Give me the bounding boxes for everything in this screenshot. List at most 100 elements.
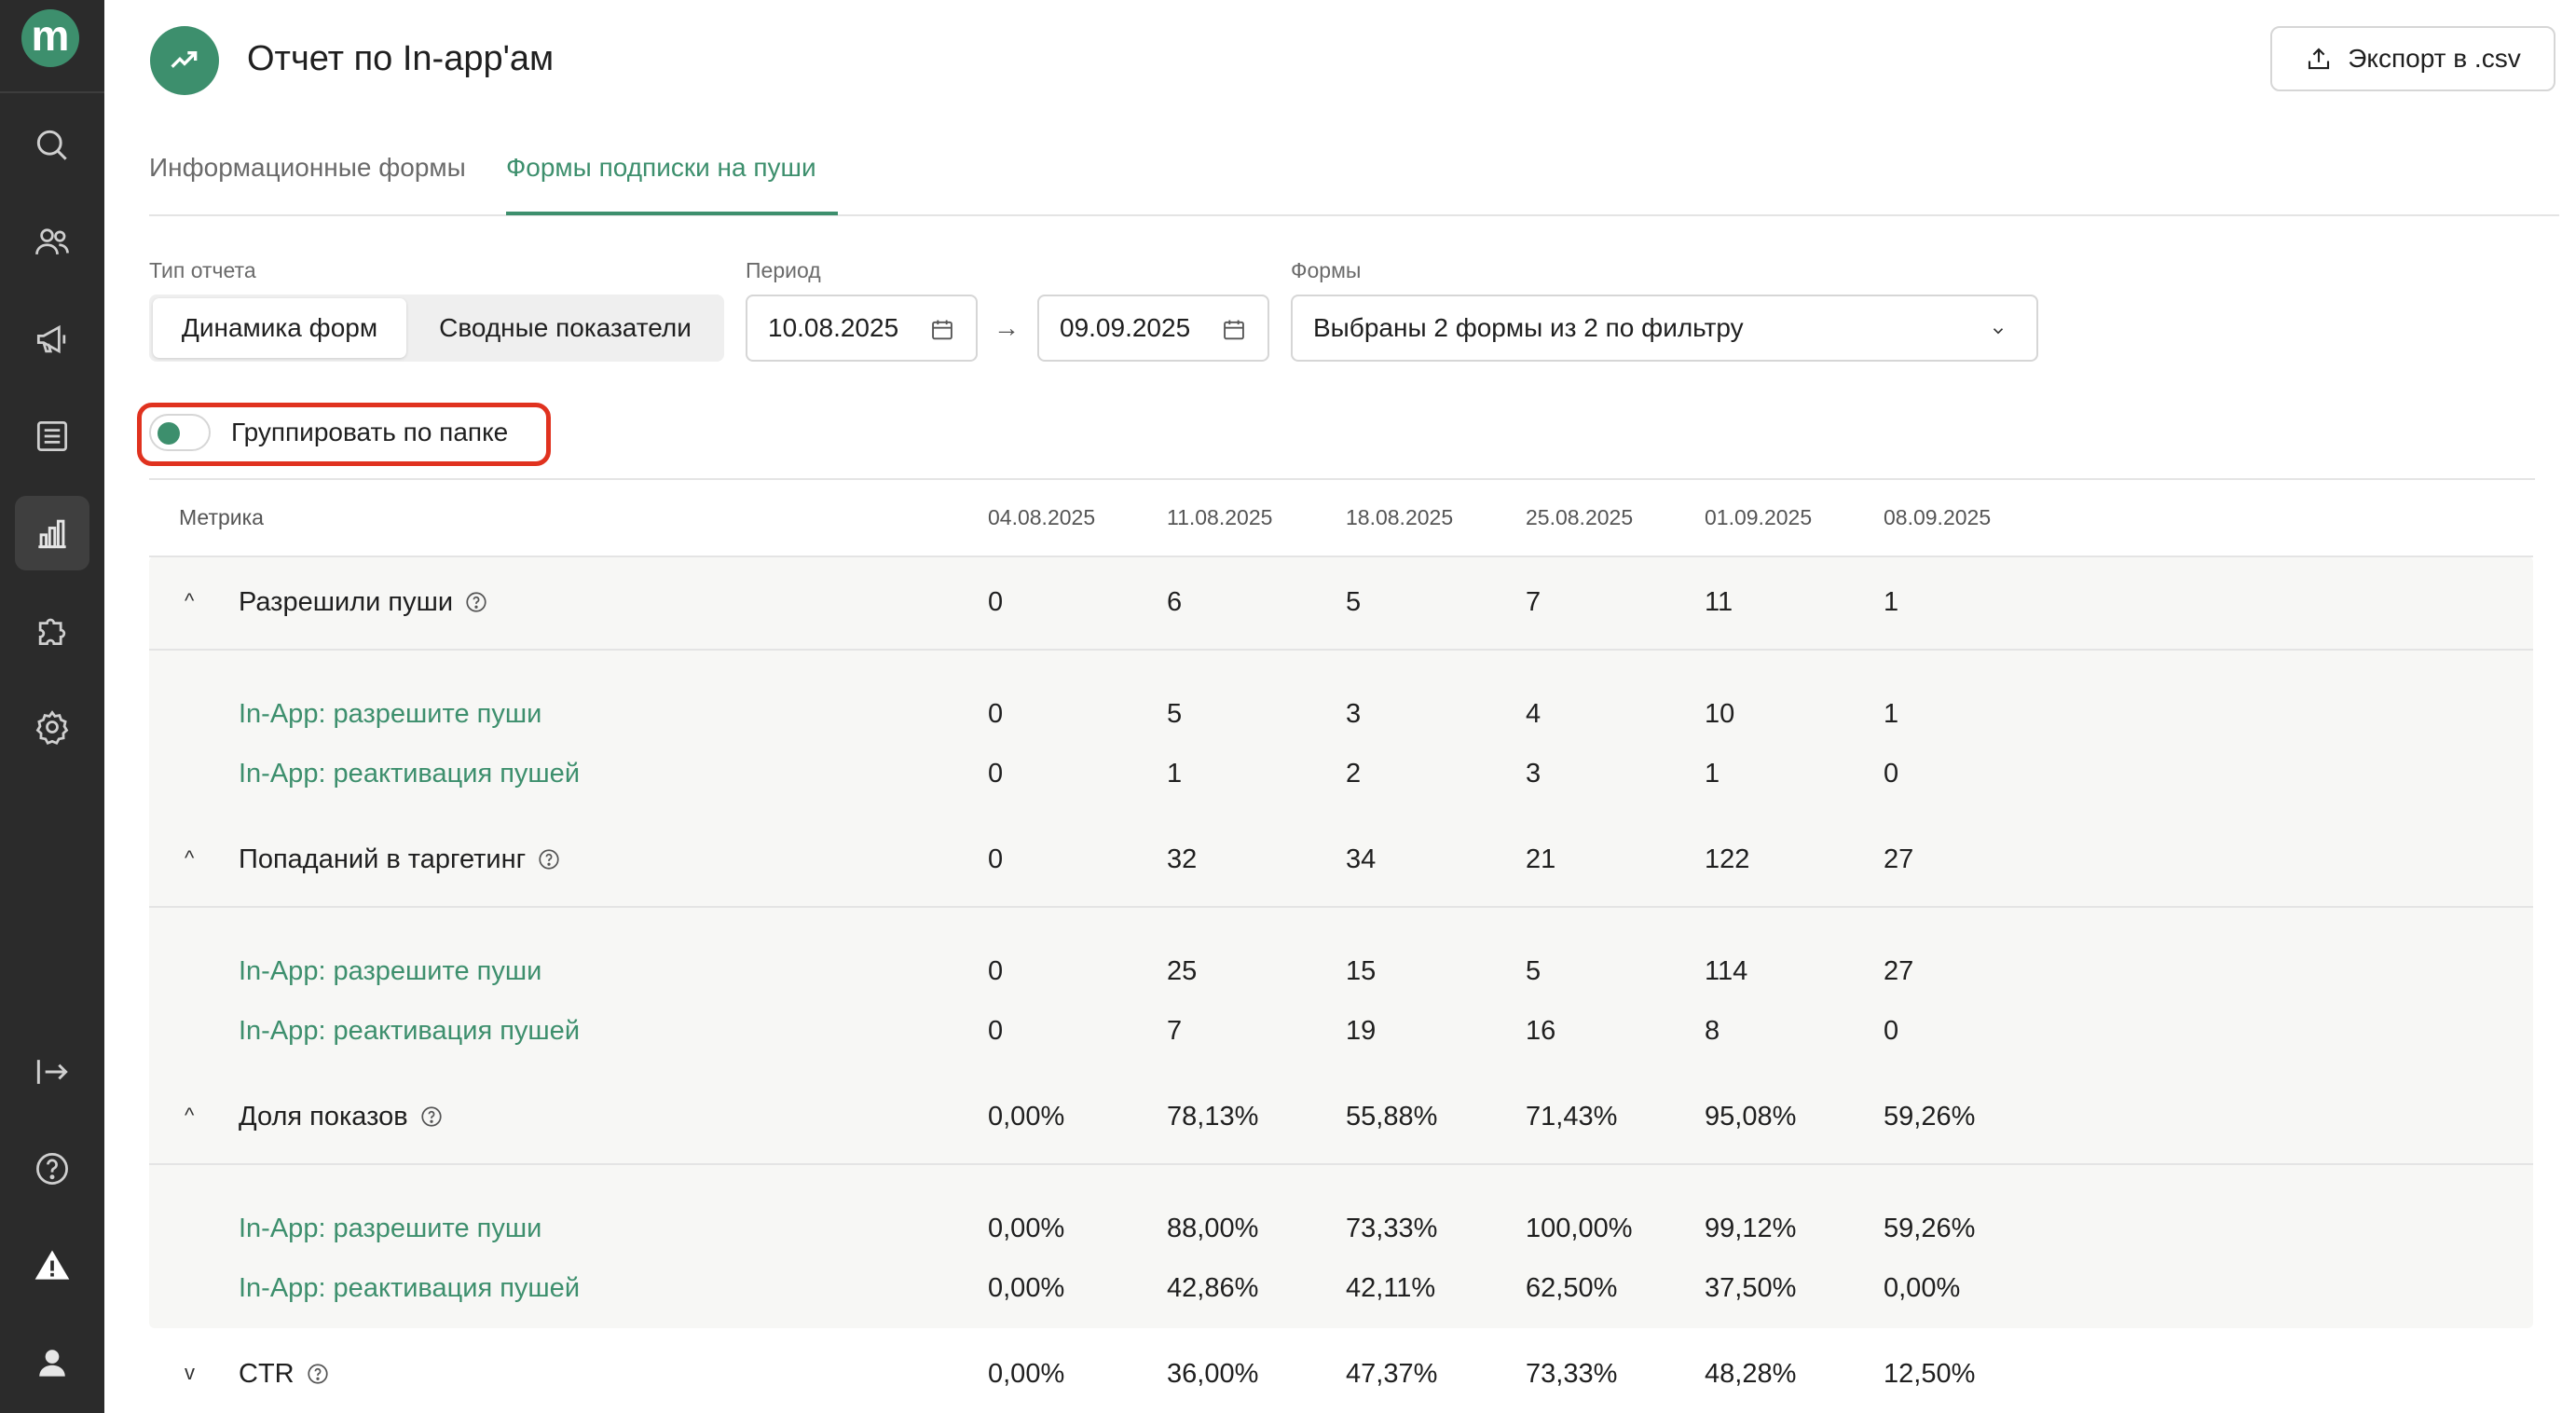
help-circle-icon[interactable] [419, 1104, 444, 1129]
group-value: 6 [1167, 587, 1183, 617]
tab-info-forms[interactable]: Информационные формы [149, 153, 466, 182]
group-block-share [149, 1071, 2533, 1328]
group-by-folder-label[interactable]: Группировать по папке [231, 418, 509, 446]
form-link[interactable]: In-App: разрешите пуши [239, 699, 542, 729]
puzzle-icon [38, 618, 66, 646]
cell-value: 3 [1526, 759, 1541, 789]
list-icon [36, 420, 68, 452]
row-divider [149, 649, 2533, 651]
sidebar-item-users[interactable] [15, 205, 89, 280]
chevron-down-icon[interactable]: v [185, 1361, 195, 1384]
form-link[interactable]: In-App: реактивация пушей [239, 1016, 581, 1046]
cell-value: 1 [1705, 759, 1720, 789]
sidebar: m [0, 0, 104, 1413]
logo-letter: m [31, 11, 70, 60]
date-to-value: 09.09.2025 [1060, 313, 1191, 342]
forms-select[interactable]: Выбраны 2 формы из 2 по фильтру [1291, 295, 2038, 362]
report-type-summary[interactable]: Сводные показатели [439, 313, 692, 342]
cell-value: 0,00% [988, 1273, 1065, 1303]
sidebar-divider [0, 91, 104, 93]
logout-icon [36, 1060, 68, 1084]
metric-column-header: Метрика [179, 505, 264, 529]
report-trend-icon [150, 26, 219, 95]
group-value: 95,08% [1705, 1102, 1797, 1132]
group-value: 32 [1167, 844, 1198, 874]
date-column-header[interactable]: 08.09.2025 [1884, 505, 1992, 529]
cell-value: 0 [988, 699, 1004, 729]
form-link[interactable]: In-App: реактивация пушей [239, 759, 581, 789]
sidebar-item-profile[interactable] [15, 1325, 89, 1400]
chart-icon [38, 519, 66, 549]
sidebar-item-search[interactable] [15, 108, 89, 183]
date-to-input[interactable]: 09.09.2025 [1037, 295, 1269, 362]
sidebar-item-content[interactable] [15, 399, 89, 473]
form-link[interactable]: In-App: реактивация пушей [239, 1273, 581, 1303]
cell-value: 37,50% [1705, 1273, 1797, 1303]
search-icon [36, 130, 67, 160]
cell-value: 5 [1526, 956, 1541, 986]
group-value: 71,43% [1526, 1102, 1618, 1132]
group-by-folder-toggle[interactable] [149, 414, 211, 451]
form-link[interactable]: In-App: разрешите пуши [239, 956, 542, 986]
group-value: 34 [1346, 844, 1377, 874]
help-circle-icon[interactable] [464, 590, 488, 614]
export-csv-button[interactable]: Экспорт в .csv [2270, 26, 2555, 91]
warning-icon [34, 1250, 70, 1280]
cell-value: 25 [1167, 956, 1198, 986]
cell-value: 2 [1346, 759, 1362, 789]
report-type-dynamics[interactable]: Динамика форм [153, 298, 406, 358]
cell-value: 99,12% [1705, 1214, 1797, 1243]
help-circle-icon[interactable] [537, 847, 561, 871]
calendar-icon[interactable] [929, 317, 955, 343]
group-value: 59,26% [1884, 1102, 1976, 1132]
date-column-header[interactable]: 01.09.2025 [1705, 505, 1813, 529]
help-circle-icon[interactable] [306, 1362, 330, 1386]
sidebar-item-help[interactable] [15, 1132, 89, 1206]
chevron-up-icon[interactable]: ^ [185, 1104, 195, 1127]
date-column-header[interactable]: 04.08.2025 [988, 505, 1096, 529]
group-toggle-highlight [137, 403, 551, 466]
cell-value: 1 [1884, 699, 1899, 729]
sidebar-item-integrations[interactable] [15, 593, 89, 667]
cell-value: 88,00% [1167, 1214, 1259, 1243]
help-icon [36, 1153, 68, 1185]
cell-value: 0,00% [1884, 1273, 1961, 1303]
date-column-header[interactable]: 25.08.2025 [1526, 505, 1634, 529]
group-name: Разрешили пуши [239, 587, 454, 617]
chevron-up-icon[interactable]: ^ [185, 846, 195, 870]
form-link[interactable]: In-App: разрешите пуши [239, 1214, 542, 1243]
group-name: Доля показов [239, 1102, 408, 1132]
date-column-header[interactable]: 11.08.2025 [1167, 505, 1273, 529]
cell-value: 16 [1526, 1016, 1556, 1046]
sidebar-item-alerts[interactable] [15, 1228, 89, 1303]
tabs-divider [149, 214, 2559, 216]
sidebar-item-logout[interactable] [15, 1035, 89, 1109]
sidebar-item-analytics[interactable] [15, 496, 89, 570]
chevron-up-icon[interactable]: ^ [185, 589, 195, 612]
group-value: 0,00% [988, 1102, 1065, 1132]
group-value: 47,37% [1346, 1359, 1438, 1389]
forms-label: Формы [1291, 258, 1362, 282]
group-name: CTR [239, 1359, 295, 1389]
users-icon [35, 228, 69, 254]
cell-value: 62,50% [1526, 1273, 1618, 1303]
cell-value: 59,26% [1884, 1214, 1976, 1243]
period-label: Период [746, 258, 821, 282]
sidebar-item-settings[interactable] [15, 690, 89, 764]
group-value: 36,00% [1167, 1359, 1259, 1389]
cell-value: 0 [1884, 1016, 1899, 1046]
calendar-icon[interactable] [1221, 317, 1247, 343]
date-from-input[interactable]: 10.08.2025 [746, 295, 978, 362]
group-value: 12,50% [1884, 1359, 1976, 1389]
cell-value: 42,86% [1167, 1273, 1259, 1303]
group-value: 5 [1346, 587, 1362, 617]
date-range-arrow-icon: → [993, 313, 1020, 342]
date-column-header[interactable]: 18.08.2025 [1346, 505, 1454, 529]
cell-value: 114 [1705, 956, 1748, 986]
cell-value: 15 [1346, 956, 1377, 986]
group-value: 78,13% [1167, 1102, 1259, 1132]
tab-push-subscription-forms[interactable]: Формы подписки на пуши [506, 153, 816, 182]
group-row-name: Разрешили пуши [239, 583, 488, 621]
app-logo[interactable]: m [21, 9, 79, 67]
sidebar-item-campaigns[interactable] [15, 302, 89, 377]
